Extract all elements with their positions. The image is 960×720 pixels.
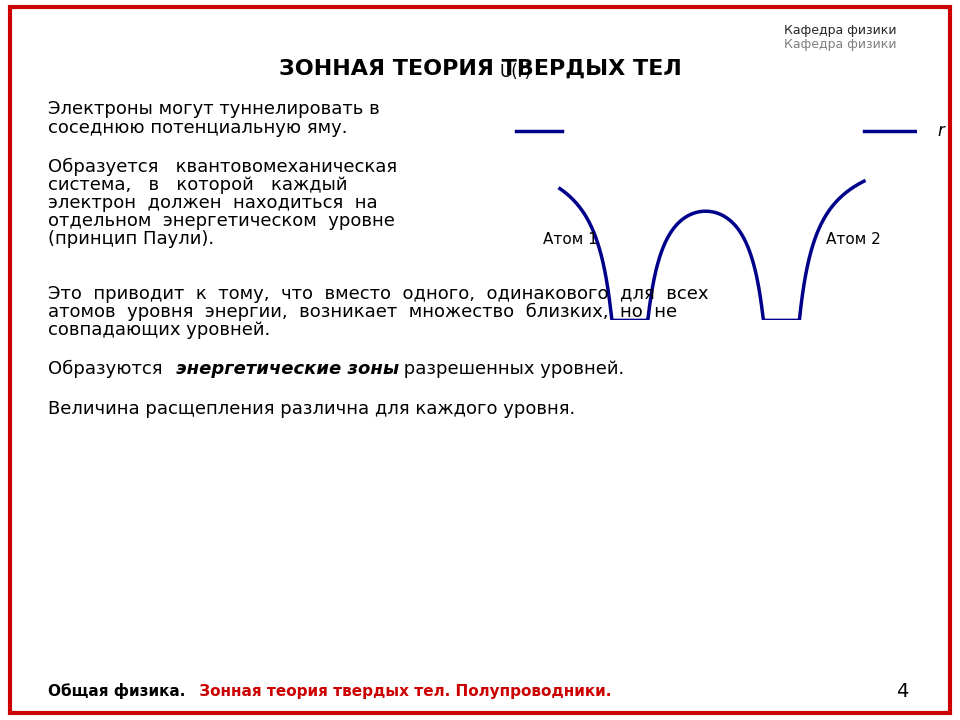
Text: система,   в   которой   каждый: система, в которой каждый (48, 176, 348, 194)
Text: Электроны могут туннелировать в: Электроны могут туннелировать в (48, 101, 380, 119)
Text: Атом 1: Атом 1 (543, 232, 598, 247)
Text: энергетические зоны: энергетические зоны (176, 360, 398, 379)
Text: U(r): U(r) (499, 63, 532, 81)
Text: совпадающих уровней.: совпадающих уровней. (48, 321, 271, 338)
Text: Величина расщепления различна для каждого уровня.: Величина расщепления различна для каждог… (48, 400, 575, 418)
Text: Образуется   квантовомеханическая: Образуется квантовомеханическая (48, 158, 397, 176)
Text: r: r (938, 122, 945, 140)
Text: Это  приводит  к  тому,  что  вместо  одного,  одинакового  для  всех: Это приводит к тому, что вместо одного, … (48, 285, 708, 303)
Text: Кафедра физики: Кафедра физики (783, 38, 897, 51)
Text: Общая физика.: Общая физика. (48, 683, 185, 699)
Text: атомов  уровня  энергии,  возникает  множество  близких,  но  не: атомов уровня энергии, возникает множест… (48, 302, 677, 321)
Text: соседнюю потенциальную яму.: соседнюю потенциальную яму. (48, 120, 348, 138)
Text: ЗОННАЯ ТЕОРИЯ ТВЕРДЫХ ТЕЛ: ЗОННАЯ ТЕОРИЯ ТВЕРДЫХ ТЕЛ (278, 58, 682, 78)
Text: (принцип Паули).: (принцип Паули). (48, 230, 214, 248)
Text: 4: 4 (897, 682, 908, 701)
Text: отдельном  энергетическом  уровне: отдельном энергетическом уровне (48, 212, 395, 230)
Text: разрешенных уровней.: разрешенных уровней. (398, 360, 625, 379)
Text: Атом 2: Атом 2 (826, 232, 881, 247)
Text: Зонная теория твердых тел. Полупроводники.: Зонная теория твердых тел. Полупроводник… (194, 684, 612, 698)
Text: Образуются: Образуются (48, 360, 168, 379)
Text: электрон  должен  находиться  на: электрон должен находиться на (48, 194, 377, 212)
Text: Кафедра физики: Кафедра физики (783, 24, 897, 37)
